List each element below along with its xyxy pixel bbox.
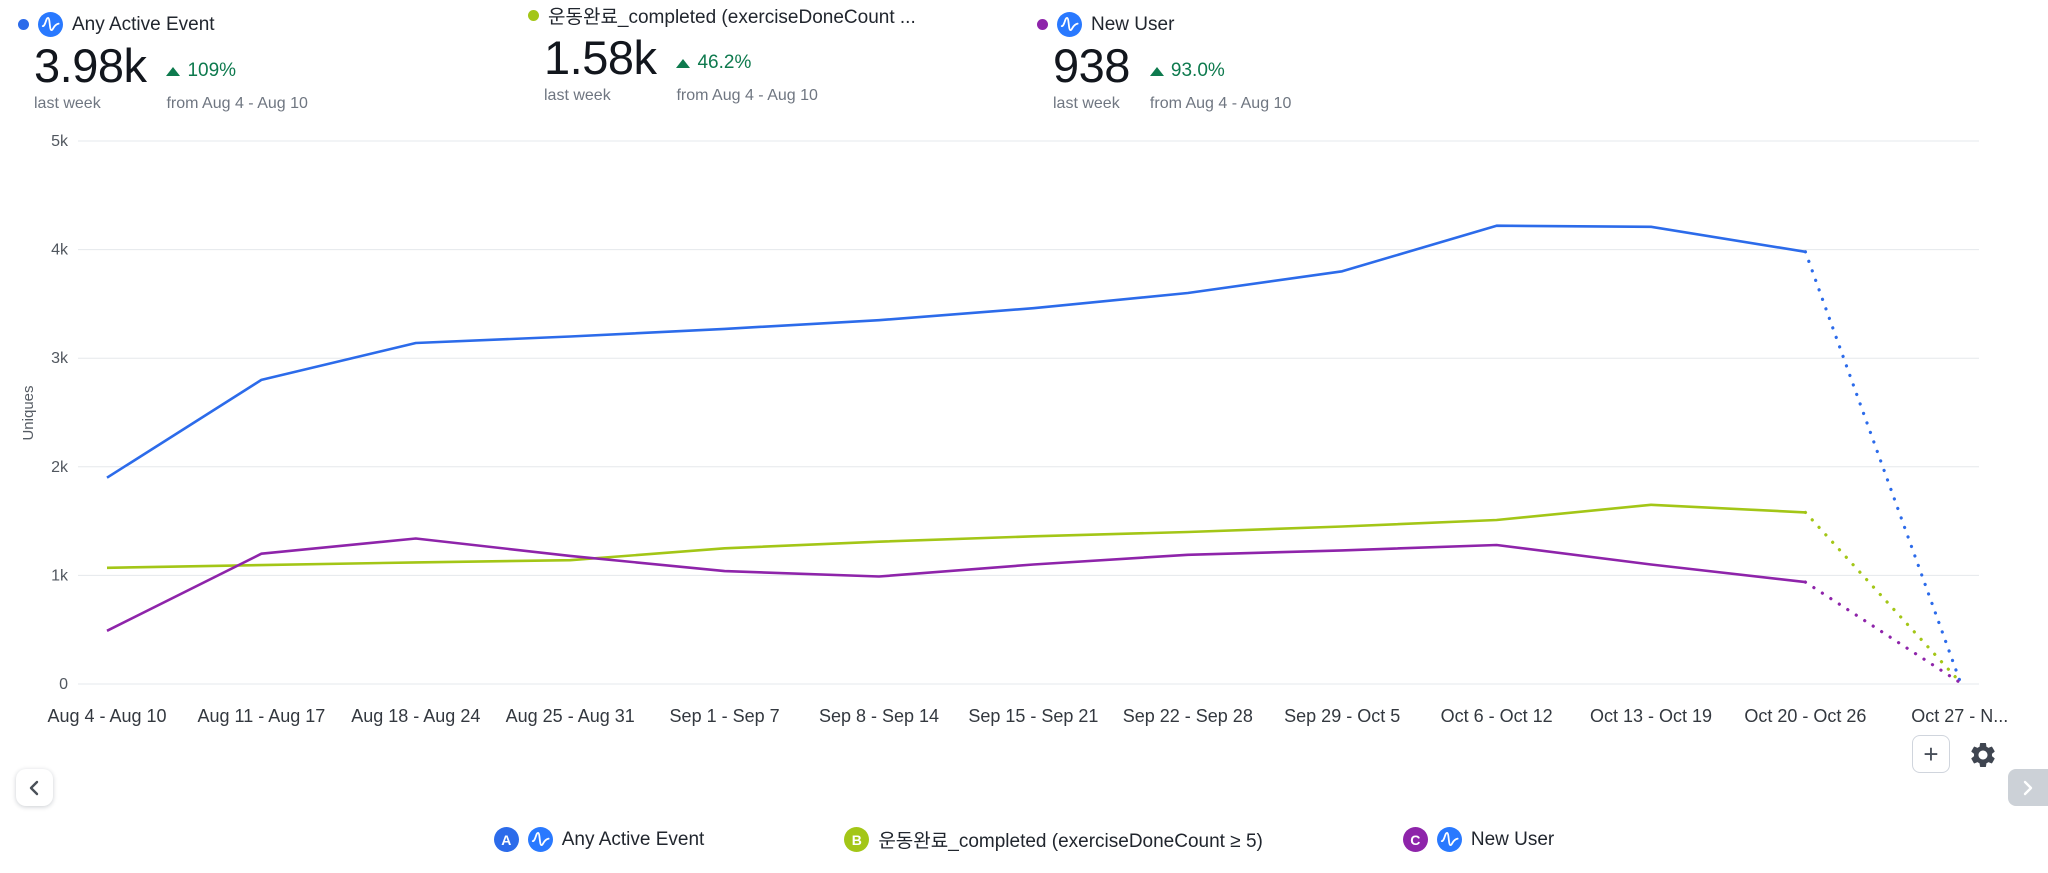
series-line-2[interactable] [106,537,1806,632]
metric-card-header: Any Active Event [18,12,308,37]
metric-delta-from: from Aug 4 - Aug 10 [166,95,308,113]
scroll-left-button[interactable] [16,769,53,806]
x-tick-label: Oct 13 - Oct 19 [1590,706,1712,726]
x-tick-label: Oct 6 - Oct 12 [1441,706,1553,726]
series-dot-purple [1037,19,1048,30]
metric-card-header: 운동완료_completed (exerciseDoneCount ... [528,2,916,29]
series-line-0[interactable] [106,224,1806,479]
amplitude-event-icon [527,827,553,852]
metric-period: last week [544,87,611,105]
x-tick-label: Oct 20 - Oct 26 [1744,706,1866,726]
metric-value: 1.58k [544,31,657,84]
legend-label: Any Active Event [561,828,705,850]
metric-delta: 109% [166,60,307,90]
legend-label: 운동완료_completed (exerciseDoneCount ≥ 5) [878,831,1263,852]
legend-item-any-active-event[interactable]: A Any Active Event [493,827,705,852]
legend-item-exercise-completed[interactable]: B 운동완료_completed (exerciseDoneCount ≥ 5) [844,826,1263,853]
metric-card-new-user[interactable]: New User 938 last week 93.0% from Aug 4 … [1037,12,1291,113]
amplitude-event-icon [1436,827,1462,852]
metric-value: 3.98k [34,39,147,92]
series-dot-blue [18,19,29,30]
metric-label: Any Active Event [72,13,215,35]
metric-delta: 93.0% [1149,60,1291,90]
x-tick-label: Oct 27 - N... [1911,706,2008,726]
x-tick-label: Sep 15 - Sep 21 [968,706,1098,726]
series-line-1[interactable] [106,503,1806,570]
plus-button[interactable]: + [1912,735,1950,773]
metric-card-exercise-completed[interactable]: 운동완료_completed (exerciseDoneCount ... 1.… [528,2,916,105]
amplitude-event-icon [1057,12,1082,37]
legend-label: New User [1470,828,1555,850]
y-tick-label: 0 [59,676,68,693]
x-tick-label: Aug 18 - Aug 24 [351,706,480,726]
series-badge-c: C [1402,827,1428,852]
series-line-1-projected[interactable] [1803,510,1962,684]
series-line-0-projected[interactable] [1803,250,1962,683]
plus-label: + [1923,739,1939,769]
metric-value: 938 [1053,39,1130,92]
settings-button[interactable] [1964,737,2002,773]
y-axis-title: Uniques [20,385,37,440]
series-badge-a: A [493,827,519,852]
chevron-right-icon [2023,780,2033,795]
x-tick-label: Sep 8 - Sep 14 [819,706,939,726]
series-dot-green [528,10,539,21]
y-tick-label: 5k [51,133,69,150]
series-line-2-projected[interactable] [1803,580,1962,684]
metric-period: last week [1053,95,1120,113]
delta-up-icon [1149,66,1164,76]
metric-label: 운동완료_completed (exerciseDoneCount ... [548,7,916,28]
x-tick-label: Sep 1 - Sep 7 [670,706,780,726]
chart-legend: A Any Active Event B 운동완료_completed (exe… [0,826,2048,853]
delta-up-icon [676,58,691,68]
y-tick-label: 1k [51,567,69,584]
metric-period: last week [34,95,101,113]
metric-label: New User [1091,13,1175,35]
delta-up-icon [166,66,181,76]
metric-delta-from: from Aug 4 - Aug 10 [676,87,818,105]
x-tick-label: Sep 22 - Sep 28 [1123,706,1253,726]
metric-card-header: New User [1037,12,1291,37]
amplitude-event-icon [38,12,63,37]
y-tick-label: 2k [51,459,69,476]
metric-delta: 46.2% [676,52,817,82]
y-tick-label: 4k [51,242,69,259]
x-tick-label: Aug 11 - Aug 17 [198,706,326,726]
x-tick-label: Aug 25 - Aug 31 [506,706,635,726]
metric-delta-from: from Aug 4 - Aug 10 [1149,95,1292,113]
scroll-right-button[interactable] [2008,769,2048,806]
legend-item-new-user[interactable]: C New User [1402,827,1555,852]
metric-card-any-active-event[interactable]: Any Active Event 3.98k last week 109% fr… [18,12,308,113]
chevron-left-icon [29,780,38,795]
x-tick-label: Sep 29 - Oct 5 [1284,706,1400,726]
gear-icon [1971,743,1995,767]
x-tick-label: Aug 4 - Aug 10 [47,706,166,726]
y-tick-label: 3k [51,350,69,367]
series-badge-b: B [844,827,870,852]
